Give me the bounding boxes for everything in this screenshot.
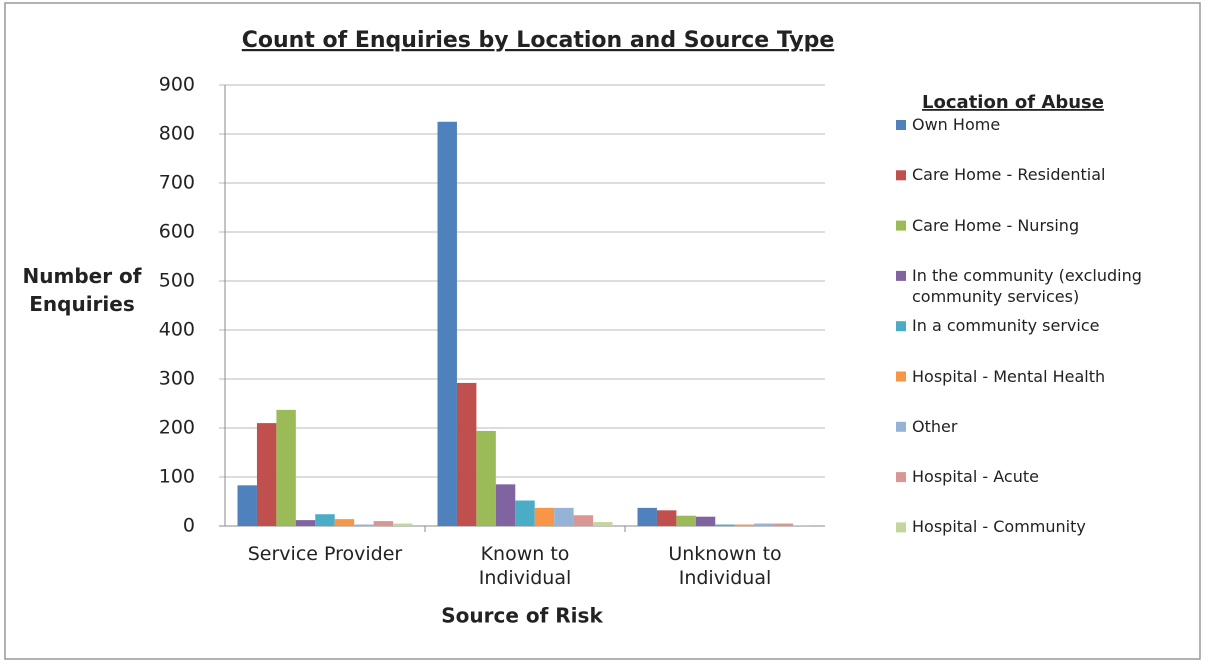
x-tick-label: Service Provider <box>247 543 403 565</box>
bar <box>373 521 394 526</box>
bar <box>734 524 755 526</box>
bar <box>793 525 813 526</box>
legend-swatch <box>896 170 906 181</box>
bar <box>534 507 555 526</box>
bar <box>437 121 457 526</box>
bar <box>515 500 535 526</box>
chart-title: Count of Enquiries by Location and Sourc… <box>242 28 835 53</box>
bar <box>393 523 413 526</box>
y-tick-label: 900 <box>159 74 195 96</box>
x-tick-label: Unknown to Individual <box>668 543 782 589</box>
chart-frame <box>4 2 1201 660</box>
legend-title: Location of Abuse <box>922 92 1104 113</box>
x-axis-title: Source of Risk <box>441 604 603 628</box>
bar <box>276 409 296 526</box>
legend-label: Own Home <box>912 115 1001 134</box>
legend-swatch <box>896 120 906 130</box>
y-tick-label: 500 <box>159 270 195 292</box>
legend-swatch <box>896 220 906 231</box>
legend-swatch <box>896 270 906 281</box>
bar <box>676 515 696 526</box>
legend-label: Care Home - Residential <box>912 165 1106 185</box>
y-tick-label: 200 <box>159 417 195 439</box>
bar <box>315 514 335 526</box>
legend-swatch <box>896 371 906 382</box>
bar <box>573 515 594 526</box>
legend-label: In the community (excluding community se… <box>912 265 1142 306</box>
bar <box>495 484 516 526</box>
bar <box>656 510 677 526</box>
legend-label: In a community service <box>912 316 1100 336</box>
bar <box>237 485 257 526</box>
legend-label: Hospital - Community <box>912 517 1086 537</box>
y-tick-label: 800 <box>159 123 195 145</box>
x-tick-label: Known to Individual <box>478 543 572 589</box>
y-axis-title: Number of Enquiries <box>22 264 142 316</box>
y-tick-label: 600 <box>159 221 195 243</box>
legend-swatch <box>896 421 906 432</box>
legend-label: Other <box>912 416 958 436</box>
bar <box>754 523 774 526</box>
bar <box>695 516 716 526</box>
y-tick-label: 400 <box>159 319 195 341</box>
y-tick-label: 700 <box>159 172 195 194</box>
y-tick-label: 100 <box>159 466 195 488</box>
legend-swatch <box>896 522 906 533</box>
legend-swatch <box>896 472 906 483</box>
bar <box>554 507 574 526</box>
y-tick-label: 0 <box>183 515 195 537</box>
bar <box>476 430 496 526</box>
legend-label: Hospital - Mental Health <box>912 366 1106 386</box>
y-tick-label: 300 <box>159 368 195 390</box>
bar <box>256 423 277 526</box>
legend-label: Care Home - Nursing <box>912 215 1080 235</box>
legend-label: Hospital - Acute <box>912 467 1039 487</box>
legend-swatch <box>896 321 906 332</box>
bar <box>295 520 316 526</box>
bar <box>593 522 613 526</box>
bar <box>773 523 794 526</box>
bar <box>637 507 657 526</box>
bar <box>334 519 355 526</box>
bar <box>715 524 735 526</box>
bar <box>354 524 374 526</box>
bar <box>456 382 477 526</box>
